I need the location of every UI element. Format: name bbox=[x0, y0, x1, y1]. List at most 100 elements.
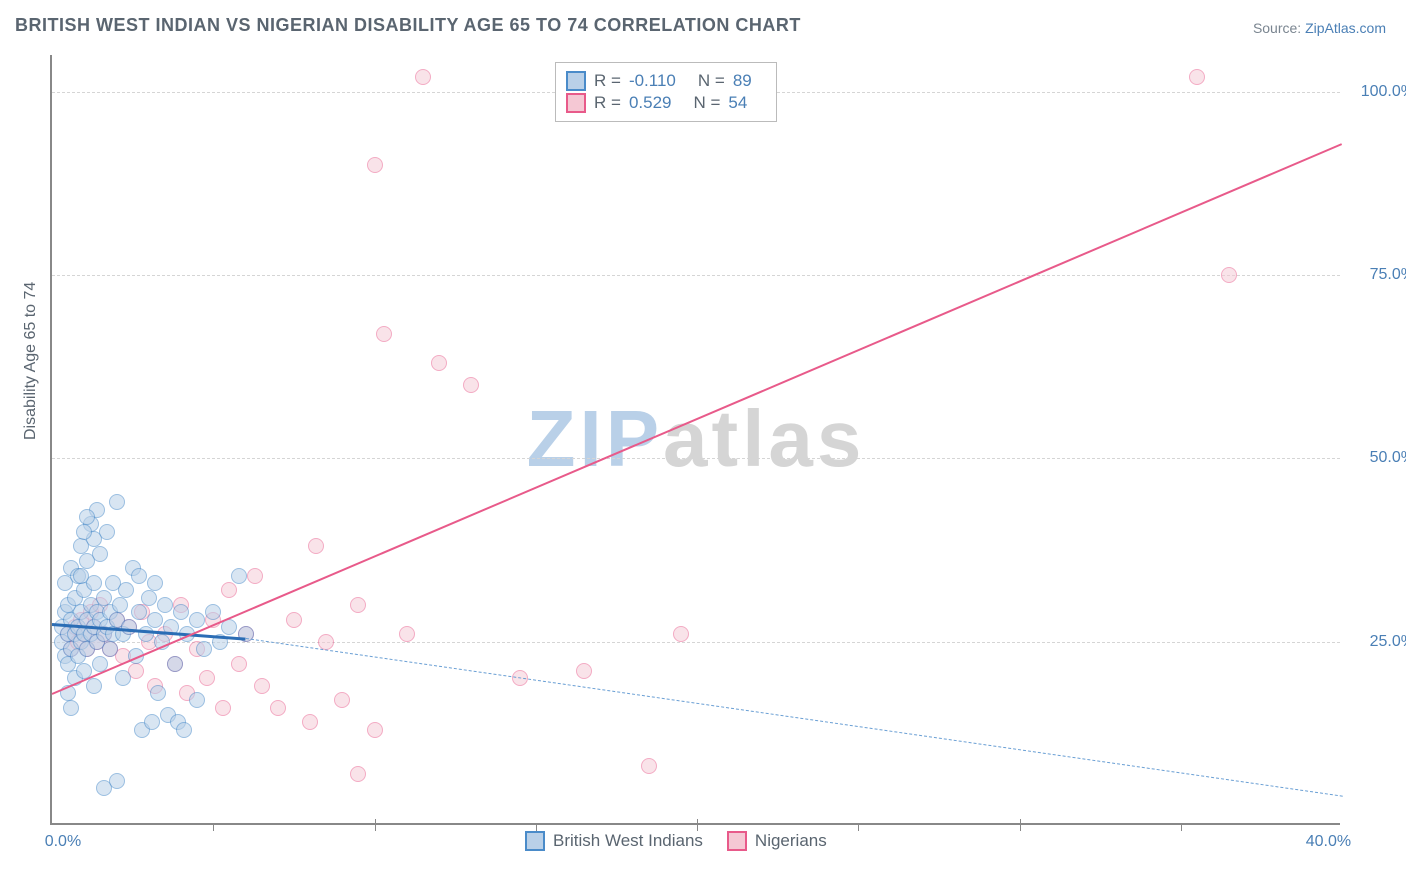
scatter-point bbox=[221, 582, 237, 598]
x-tick-mark bbox=[1020, 819, 1021, 831]
scatter-point bbox=[167, 656, 183, 672]
legend-swatch bbox=[525, 831, 545, 851]
gridline-horizontal bbox=[52, 275, 1340, 276]
source-link[interactable]: ZipAtlas.com bbox=[1305, 20, 1386, 36]
scatter-point bbox=[1221, 267, 1237, 283]
scatter-point bbox=[231, 656, 247, 672]
scatter-point bbox=[150, 685, 166, 701]
x-minor-tick-mark bbox=[213, 823, 214, 831]
scatter-point bbox=[115, 670, 131, 686]
scatter-point bbox=[79, 509, 95, 525]
scatter-point bbox=[76, 524, 92, 540]
scatter-point bbox=[118, 582, 134, 598]
plot-area: ZIPatlas 25.0%50.0%75.0%100.0%0.0%40.0% bbox=[50, 55, 1340, 825]
scatter-point bbox=[350, 597, 366, 613]
stats-row: R = -0.110 N = 89 bbox=[566, 71, 766, 91]
series-swatch bbox=[566, 93, 586, 113]
y-axis-label: Disability Age 65 to 74 bbox=[22, 282, 40, 440]
scatter-point bbox=[147, 575, 163, 591]
x-tick-mark bbox=[697, 819, 698, 831]
scatter-point bbox=[86, 678, 102, 694]
stat-r-label: R = bbox=[594, 71, 621, 91]
x-minor-tick-mark bbox=[1181, 823, 1182, 831]
watermark: ZIPatlas bbox=[527, 393, 866, 485]
scatter-point bbox=[131, 604, 147, 620]
x-tick-mark bbox=[375, 819, 376, 831]
scatter-point bbox=[302, 714, 318, 730]
scatter-point bbox=[463, 377, 479, 393]
scatter-point bbox=[176, 722, 192, 738]
scatter-point bbox=[189, 692, 205, 708]
scatter-point bbox=[270, 700, 286, 716]
x-minor-tick-mark bbox=[858, 823, 859, 831]
scatter-point bbox=[1189, 69, 1205, 85]
scatter-point bbox=[399, 626, 415, 642]
scatter-point bbox=[199, 670, 215, 686]
scatter-point bbox=[431, 355, 447, 371]
scatter-point bbox=[173, 604, 189, 620]
scatter-point bbox=[231, 568, 247, 584]
scatter-point bbox=[673, 626, 689, 642]
x-tick-label: 40.0% bbox=[1306, 833, 1351, 851]
scatter-point bbox=[63, 700, 79, 716]
scatter-point bbox=[141, 590, 157, 606]
y-tick-label: 75.0% bbox=[1370, 266, 1406, 284]
scatter-point bbox=[215, 700, 231, 716]
scatter-point bbox=[247, 568, 263, 584]
scatter-point bbox=[109, 773, 125, 789]
scatter-point bbox=[102, 641, 118, 657]
trend-line bbox=[52, 143, 1343, 695]
scatter-point bbox=[318, 634, 334, 650]
y-tick-label: 50.0% bbox=[1370, 449, 1406, 467]
scatter-point bbox=[308, 538, 324, 554]
scatter-point bbox=[96, 590, 112, 606]
scatter-point bbox=[576, 663, 592, 679]
legend-label: Nigerians bbox=[755, 831, 827, 851]
scatter-point bbox=[189, 612, 205, 628]
stat-r-value: 0.529 bbox=[629, 93, 672, 113]
legend-item: British West Indians bbox=[525, 831, 703, 851]
scatter-point bbox=[121, 619, 137, 635]
series-legend: British West Indians Nigerians bbox=[525, 831, 827, 851]
scatter-point bbox=[73, 568, 89, 584]
scatter-point bbox=[112, 597, 128, 613]
x-minor-tick-mark bbox=[536, 823, 537, 831]
scatter-point bbox=[144, 714, 160, 730]
scatter-point bbox=[131, 568, 147, 584]
y-tick-label: 25.0% bbox=[1370, 633, 1406, 651]
correlation-stats-box: R =-0.110N =89R =0.529N =54 bbox=[555, 62, 777, 122]
y-tick-label: 100.0% bbox=[1361, 83, 1406, 101]
x-tick-label: 0.0% bbox=[45, 833, 81, 851]
stat-n-value: 54 bbox=[728, 93, 747, 113]
legend-item: Nigerians bbox=[727, 831, 827, 851]
watermark-atlas: atlas bbox=[663, 394, 865, 483]
stat-n-label: N = bbox=[693, 93, 720, 113]
scatter-point bbox=[415, 69, 431, 85]
trend-line bbox=[245, 638, 1342, 797]
scatter-point bbox=[376, 326, 392, 342]
stats-row: R = 0.529 N = 54 bbox=[566, 93, 766, 113]
stat-n-label: N = bbox=[698, 71, 725, 91]
scatter-point bbox=[350, 766, 366, 782]
scatter-point bbox=[334, 692, 350, 708]
scatter-point bbox=[147, 612, 163, 628]
watermark-zip: ZIP bbox=[527, 394, 663, 483]
gridline-horizontal bbox=[52, 458, 1340, 459]
scatter-point bbox=[367, 157, 383, 173]
scatter-point bbox=[157, 597, 173, 613]
chart-title: BRITISH WEST INDIAN VS NIGERIAN DISABILI… bbox=[15, 15, 801, 36]
series-swatch bbox=[566, 71, 586, 91]
scatter-point bbox=[196, 641, 212, 657]
scatter-point bbox=[286, 612, 302, 628]
scatter-point bbox=[109, 494, 125, 510]
legend-swatch bbox=[727, 831, 747, 851]
scatter-point bbox=[92, 546, 108, 562]
stat-r-label: R = bbox=[594, 93, 621, 113]
stat-n-value: 89 bbox=[733, 71, 752, 91]
source-attribution: Source: ZipAtlas.com bbox=[1253, 20, 1386, 36]
stat-r-value: -0.110 bbox=[629, 71, 676, 91]
scatter-point bbox=[254, 678, 270, 694]
scatter-point bbox=[641, 758, 657, 774]
source-prefix: Source: bbox=[1253, 20, 1305, 36]
scatter-point bbox=[205, 604, 221, 620]
